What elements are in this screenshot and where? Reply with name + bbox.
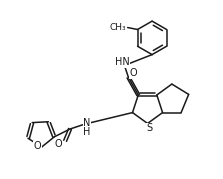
Text: O: O xyxy=(130,68,137,78)
Text: HN: HN xyxy=(115,57,130,67)
Text: O: O xyxy=(34,141,41,151)
Text: O: O xyxy=(54,139,62,149)
Text: N: N xyxy=(83,118,91,128)
Text: S: S xyxy=(147,123,153,133)
Text: CH₃: CH₃ xyxy=(109,23,126,32)
Text: H: H xyxy=(83,127,91,137)
